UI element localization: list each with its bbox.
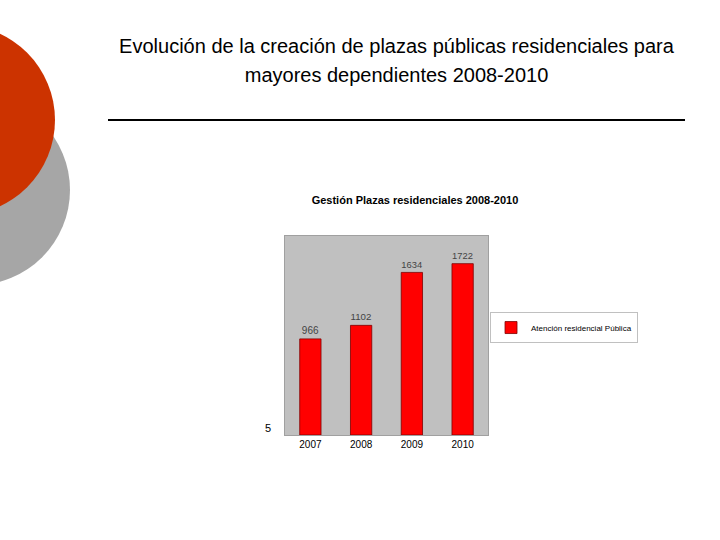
svg-text:1722: 1722 [452,250,473,261]
html-text:Evolución de la creación de pl: Evolución de la creación de plazas públi… [119,35,674,86]
svg-text:2008: 2008 [350,439,373,450]
svg-text:1102: 1102 [350,311,371,322]
svg-text:Atención residencial Pública: Atención residencial Pública [531,324,632,333]
svg-text:966: 966 [302,325,319,336]
svg-text:5: 5 [265,422,271,434]
svg-text:2009: 2009 [401,439,424,450]
svg-text:2010: 2010 [452,439,475,450]
svg-text:Gestión Plazas residenciales 2: Gestión Plazas residenciales 2008-2010 [312,194,519,206]
svg-text:2007: 2007 [299,439,322,450]
svg-text:1634: 1634 [401,259,422,270]
